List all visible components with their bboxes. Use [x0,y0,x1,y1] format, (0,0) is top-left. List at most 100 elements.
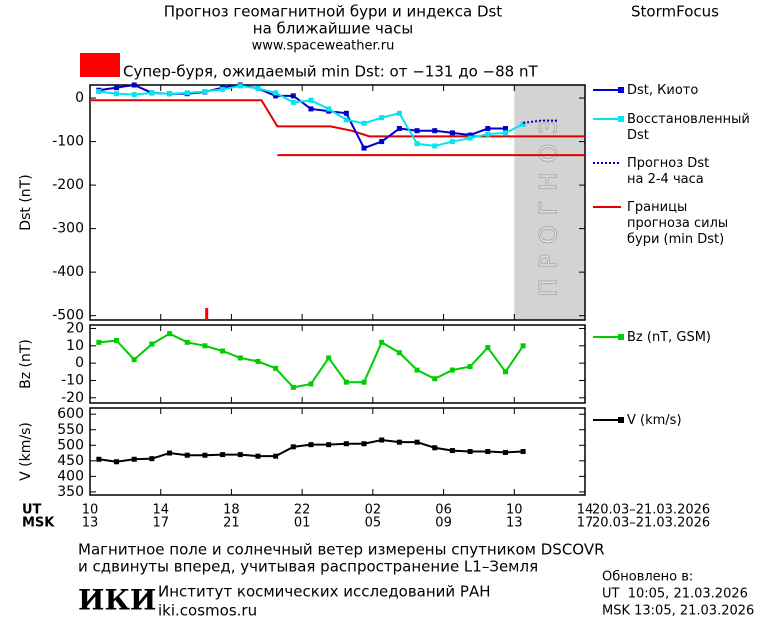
title: Прогноз геомагнитной бури и индекса Dst [164,3,503,21]
point [114,338,120,344]
point [273,90,279,96]
point [220,348,226,354]
point [414,141,420,147]
point [326,442,332,448]
point [114,91,120,97]
x-tick-label: 22 [294,503,311,518]
point [361,120,367,126]
point [308,381,314,387]
legend-label: Восстановленный Dst [627,112,750,143]
point [114,85,120,91]
x-tick-label: 13 [82,516,99,531]
point [273,365,279,371]
x-tick-label: 09 [435,516,452,531]
point [379,437,385,443]
x-tick-label: 10 [506,503,523,518]
point [485,126,491,132]
x-tick-label: 10 [82,503,99,518]
bound-line [90,99,585,138]
point [308,97,314,103]
point [326,355,332,361]
point [502,449,508,455]
legend-marker [618,334,624,340]
point [449,448,455,454]
legend-label: Прогноз Dst на 2-4 часа [627,156,709,187]
point [131,456,137,462]
point [308,442,314,448]
x-tick-label: 06 [435,503,452,518]
point [396,126,402,132]
y-tick-label: -500 [52,308,84,324]
point [379,339,385,345]
point [149,90,155,96]
point [343,441,349,447]
y-tick-label: 20 [66,320,84,336]
point [361,379,367,385]
y-tick-label: -300 [52,221,84,237]
x-tick-label: 17 [577,516,594,531]
point [343,117,349,123]
y-tick-label: 0 [75,90,84,106]
point [379,115,385,121]
point [379,139,385,145]
legend-label: Dst, Киото [627,83,698,98]
point [502,126,508,132]
point [96,89,102,95]
point [184,90,190,96]
point [308,106,314,112]
alert-text: Супер-буря, ожидаемый min Dst: от −131 д… [123,63,538,81]
subtitle: на ближайшие часы [253,20,413,38]
y-tick-label: 500 [57,437,84,453]
msk-dates: 20.03–21.03.2026 [592,516,710,531]
point [202,452,208,458]
y-tick-label: -400 [52,264,84,280]
point [467,449,473,454]
plot-frame [89,84,586,321]
point [149,341,155,347]
point [184,339,190,345]
point [361,441,367,447]
legend-marker [618,417,624,423]
point [290,384,296,390]
x-tick-label: 17 [152,516,169,531]
plot-frame [89,407,586,496]
point [202,343,208,349]
point [502,369,508,375]
point [432,445,438,451]
legend-label: Bz (nT, GSM) [627,330,711,345]
point [290,444,296,450]
point [237,83,243,89]
point [414,128,420,134]
y-tick-label: 450 [57,453,84,469]
point [396,350,402,356]
msk-label: MSK [22,516,55,531]
point [432,143,438,149]
point [432,376,438,382]
point [520,449,526,454]
y-tick-label: -200 [52,177,84,193]
point [520,121,526,127]
y-tick-label: 0 [75,355,84,371]
x-tick-label: 13 [506,516,523,531]
logo: ИКИ [78,584,156,617]
point [467,364,473,370]
series-line [98,332,524,389]
point [396,439,402,445]
forecast-label: ПРОГНОЗ [535,108,563,296]
y-axis-label: Bz (nT) [18,339,34,389]
series-line [98,83,506,150]
point [326,106,332,112]
point [520,343,526,349]
y-tick-label: 600 [57,406,84,422]
point [502,130,508,136]
y-axis-label: V (km/s) [18,422,34,481]
series-line [523,119,559,124]
point [449,367,455,373]
point [96,339,102,345]
x-tick-label: 01 [294,516,311,531]
point [131,357,137,363]
y-tick-label: -20 [61,390,84,406]
y-tick-label: -10 [61,372,84,388]
point [485,449,491,454]
